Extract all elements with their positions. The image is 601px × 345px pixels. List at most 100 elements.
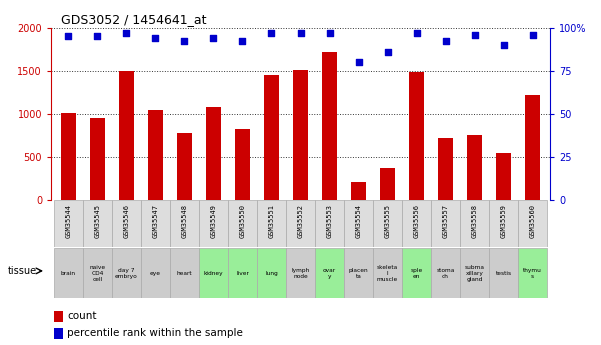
Bar [373,200,402,247]
Bar [525,95,540,200]
Text: day 7
embryо: day 7 embryо [115,268,138,279]
Bar [373,248,402,298]
Text: GSM35544: GSM35544 [66,204,72,238]
Bar [286,200,315,247]
Bar [235,129,250,200]
Bar [199,200,228,247]
Text: GSM35553: GSM35553 [326,204,332,238]
Text: testis: testis [495,271,511,276]
Text: placen
ta: placen ta [349,268,368,279]
Bar [467,135,482,200]
Text: GSM35554: GSM35554 [356,204,362,238]
Text: GSM35545: GSM35545 [94,204,100,238]
Text: GDS3052 / 1454641_at: GDS3052 / 1454641_at [61,13,207,27]
Bar [83,248,112,298]
Bar [431,200,460,247]
Text: GSM35555: GSM35555 [385,204,391,238]
Bar [293,70,308,200]
Bar [315,200,344,247]
Point [237,39,247,44]
Bar [351,181,366,200]
Text: count: count [67,311,97,321]
Text: eye: eye [150,271,161,276]
Text: stoma
ch: stoma ch [436,268,455,279]
Text: GSM35557: GSM35557 [442,204,448,238]
Bar [315,248,344,298]
Bar [148,110,163,200]
Bar [489,200,518,247]
Point [296,30,305,36]
Text: thymu
s: thymu s [523,268,542,279]
Bar [264,75,279,200]
Bar [199,248,228,298]
Bar [228,200,257,247]
Text: GSM35551: GSM35551 [269,204,275,238]
Text: naive
CD4
cell: naive CD4 cell [90,265,106,282]
Bar [170,248,199,298]
Point [93,33,102,39]
Text: GSM35560: GSM35560 [529,204,535,238]
Text: percentile rank within the sample: percentile rank within the sample [67,328,243,338]
Bar [431,248,460,298]
Bar [170,200,199,247]
Bar [438,138,453,200]
Point [180,39,189,44]
Text: GSM35552: GSM35552 [297,204,304,238]
Point [64,33,73,39]
Bar [141,248,170,298]
Bar [83,200,112,247]
Bar [344,248,373,298]
Text: GSM35548: GSM35548 [182,204,188,238]
Bar [228,248,257,298]
Bar [460,200,489,247]
Bar [409,72,424,200]
Point [383,49,392,55]
Bar [53,310,63,322]
Point [121,30,131,36]
Point [470,32,480,37]
Point [441,39,450,44]
Text: ovar
y: ovar y [323,268,336,279]
Bar [322,52,337,200]
Bar [177,133,192,200]
Text: subma
xillary
gland: subma xillary gland [465,265,484,282]
Bar [489,248,518,298]
Point [499,42,508,48]
Bar [518,200,547,247]
Bar [54,200,83,247]
Point [267,30,276,36]
Bar [112,200,141,247]
Text: GSM35546: GSM35546 [123,204,129,238]
Bar [54,248,83,298]
Text: kidney: kidney [204,271,224,276]
Text: GSM35550: GSM35550 [239,204,245,238]
Point [412,30,421,36]
Bar [286,248,315,298]
Point [209,35,218,41]
Point [528,32,537,37]
Text: GSM35547: GSM35547 [153,204,159,238]
Bar [257,200,286,247]
Text: sple
en: sple en [410,268,423,279]
Text: GSM35549: GSM35549 [210,204,216,238]
Text: liver: liver [236,271,249,276]
Bar [90,118,105,200]
Bar [460,248,489,298]
Bar [402,200,431,247]
Point [151,35,160,41]
Text: lymph
node: lymph node [291,268,310,279]
Text: GSM35556: GSM35556 [413,204,419,238]
Text: skeleta
l
muscle: skeleta l muscle [377,265,398,282]
Bar [141,200,170,247]
Bar [112,248,141,298]
Bar [206,107,221,200]
Bar [119,71,134,200]
Text: lung: lung [265,271,278,276]
Bar [496,153,511,200]
Text: heart: heart [177,271,192,276]
Point [325,30,334,36]
Text: GSM35559: GSM35559 [501,204,507,238]
Bar [61,113,76,200]
Text: brain: brain [61,271,76,276]
Bar [402,248,431,298]
